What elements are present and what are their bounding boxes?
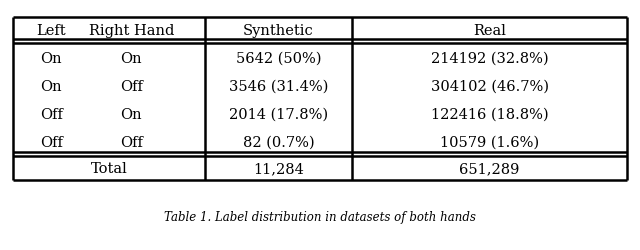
Text: 11,284: 11,284 bbox=[253, 161, 304, 175]
Text: 214192 (32.8%): 214192 (32.8%) bbox=[431, 51, 548, 65]
Text: Off: Off bbox=[120, 136, 143, 149]
Text: 10579 (1.6%): 10579 (1.6%) bbox=[440, 136, 539, 149]
Text: 304102 (46.7%): 304102 (46.7%) bbox=[431, 80, 548, 93]
Text: Real: Real bbox=[473, 24, 506, 38]
Text: 3546 (31.4%): 3546 (31.4%) bbox=[228, 80, 328, 93]
Text: On: On bbox=[120, 108, 142, 121]
Text: Table 1. Label distribution in datasets of both hands: Table 1. Label distribution in datasets … bbox=[164, 210, 476, 223]
Text: 82 (0.7%): 82 (0.7%) bbox=[243, 136, 314, 149]
Text: On: On bbox=[40, 51, 62, 65]
Text: Off: Off bbox=[40, 108, 63, 121]
Text: Total: Total bbox=[90, 161, 127, 175]
Text: Synthetic: Synthetic bbox=[243, 24, 314, 38]
Text: Off: Off bbox=[40, 136, 63, 149]
Text: Off: Off bbox=[120, 80, 143, 93]
Text: Left: Left bbox=[36, 24, 66, 38]
Text: On: On bbox=[120, 51, 142, 65]
Text: 651,289: 651,289 bbox=[460, 161, 520, 175]
Text: 2014 (17.8%): 2014 (17.8%) bbox=[229, 108, 328, 121]
Text: Right Hand: Right Hand bbox=[88, 24, 174, 38]
Text: 5642 (50%): 5642 (50%) bbox=[236, 51, 321, 65]
Text: 122416 (18.8%): 122416 (18.8%) bbox=[431, 108, 548, 121]
Text: On: On bbox=[40, 80, 62, 93]
